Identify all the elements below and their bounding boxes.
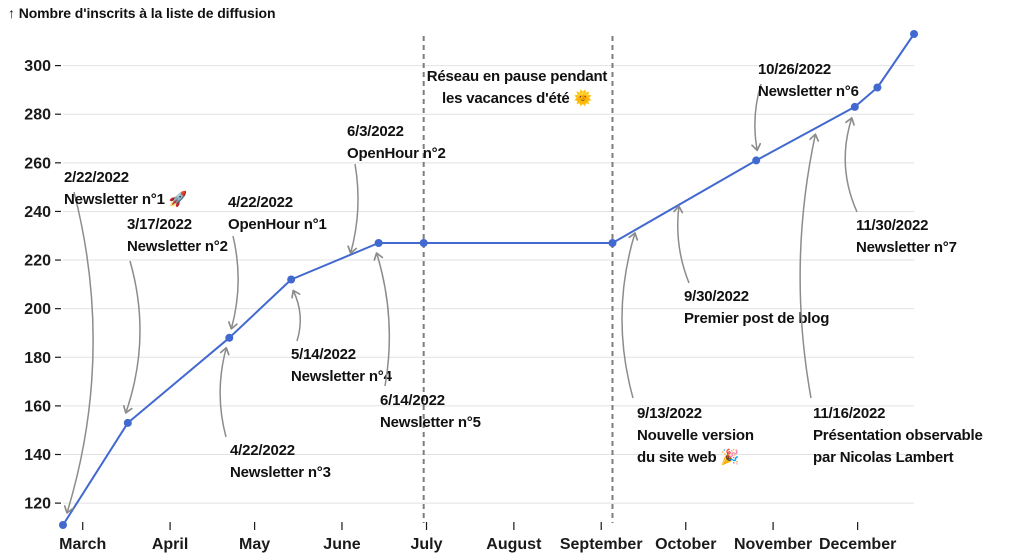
x-tick-label: March — [59, 536, 106, 553]
x-tick-label: November — [734, 536, 812, 553]
y-tick-label: 160 — [24, 398, 51, 415]
annotation-label-site-web: 9/13/2022 Nouvelle version du site web 🎉 — [637, 405, 754, 466]
annotation-label-newsletter-4: 5/14/2022 Newsletter n°4 — [291, 346, 393, 385]
annotation-arrow-blog — [673, 205, 690, 284]
annotation-arrow-newsletter-6 — [751, 83, 762, 152]
annotation-arrow-newsletter-1 — [63, 191, 94, 514]
annotation-arrow-newsletter-2 — [122, 260, 141, 414]
y-tick-label: 120 — [24, 496, 51, 513]
data-point — [419, 239, 428, 247]
data-point — [374, 239, 383, 247]
y-tick-label: 280 — [24, 107, 51, 124]
y-tick-label: 220 — [24, 253, 51, 270]
y-tick-label: 300 — [24, 58, 51, 75]
annotation-arrow-newsletter-5 — [373, 252, 391, 387]
data-point — [225, 333, 234, 342]
data-point — [287, 275, 296, 284]
annotation-arrow-openhour-2 — [347, 163, 359, 255]
y-tick-label: 200 — [24, 301, 51, 318]
x-tick-label: April — [152, 536, 188, 553]
annotation-arrow-newsletter-3 — [219, 346, 230, 438]
data-point — [608, 239, 617, 247]
annotation-arrow-newsletter-4 — [291, 289, 302, 342]
annotation-arrow-newsletter-7 — [844, 117, 858, 213]
x-tick-label: October — [655, 536, 716, 553]
annotation-label-blog: 9/30/2022 Premier post de blog — [684, 288, 829, 327]
annotation-label-newsletter-7: 11/30/2022 Newsletter n°7 — [856, 217, 957, 256]
annotation-label-openhour-2: 6/3/2022 OpenHour n°2 — [347, 123, 446, 162]
x-tick-label: August — [486, 536, 542, 553]
annotation-label-newsletter-2: 3/17/2022 Newsletter n°2 — [127, 216, 228, 255]
chart-title: ↑ Nombre d'inscrits à la liste de diffus… — [8, 5, 276, 21]
data-point — [59, 521, 67, 529]
annotation-label-newsletter-5: 6/14/2022 Newsletter n°5 — [380, 392, 481, 431]
y-tick-label: 240 — [24, 204, 51, 221]
annotation-label-newsletter-3: 4/22/2022 Newsletter n°3 — [230, 442, 331, 481]
annotation-label-pause-label: Réseau en pause pendant les vacances d'ét… — [427, 68, 608, 107]
x-tick-label: December — [819, 536, 896, 553]
annotation-label-presentation: 11/16/2022 Présentation observable par Nic… — [813, 405, 983, 466]
x-tick-label: May — [239, 536, 270, 553]
annotation-arrow-site-web — [621, 232, 639, 399]
annotation-label-newsletter-6: 10/26/2022 Newsletter n°6 — [758, 61, 859, 100]
y-tick-label: 180 — [24, 350, 51, 367]
annotation-label-openhour-1: 4/22/2022 OpenHour n°1 — [228, 194, 327, 233]
x-tick-label: June — [323, 536, 360, 553]
subscribers-line — [62, 33, 915, 526]
data-point — [850, 102, 859, 111]
data-point — [752, 156, 761, 165]
x-tick-label: July — [410, 536, 442, 553]
annotation-arrow-openhour-1 — [228, 235, 239, 330]
annotation-label-newsletter-1: 2/22/2022 Newsletter n°1 🚀 — [64, 169, 188, 208]
annotation-arrow-presentation — [799, 133, 820, 399]
data-point — [873, 83, 882, 92]
y-tick-label: 260 — [24, 155, 51, 172]
y-tick-label: 140 — [24, 447, 51, 464]
x-tick-label: September — [560, 536, 643, 553]
data-point — [910, 30, 918, 38]
data-point — [123, 418, 132, 427]
